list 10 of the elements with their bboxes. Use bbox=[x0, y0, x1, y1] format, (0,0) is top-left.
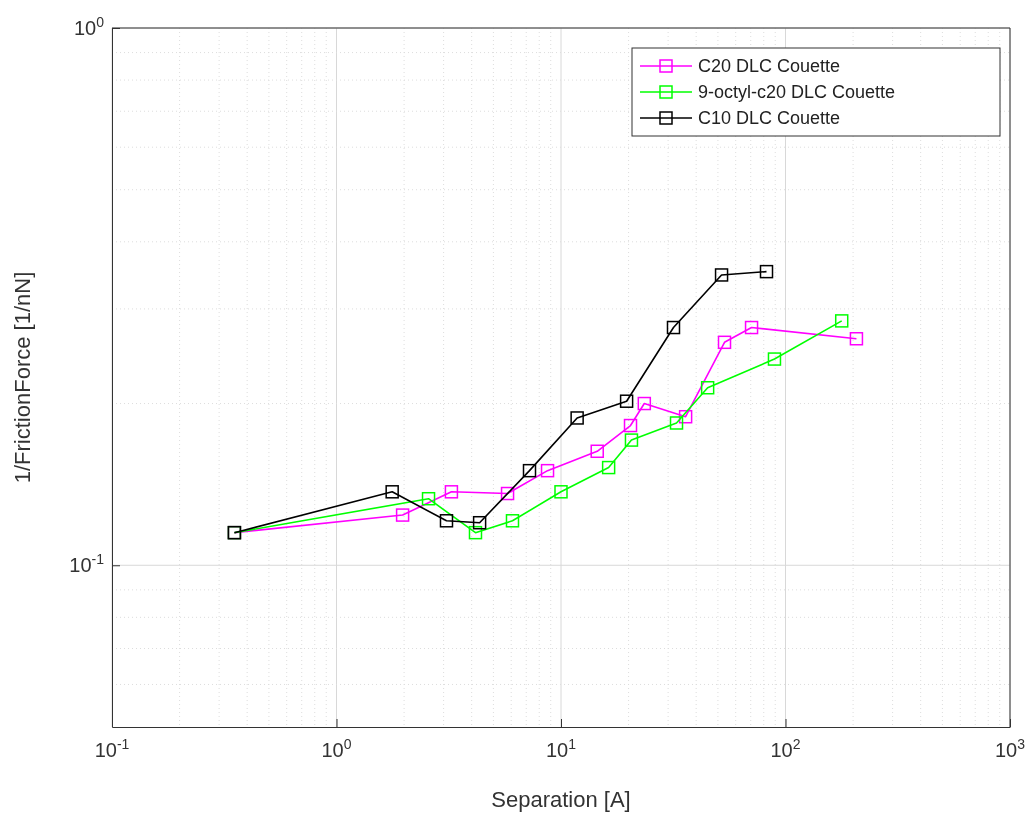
x-tick-label: 10$^{0}$ bbox=[321, 736, 352, 761]
x-tick-label: 10$^{2}$ bbox=[770, 736, 801, 761]
x-axis-title: Separation [A] bbox=[491, 787, 631, 812]
legend-label: 9-octyl-c20 DLC Couette bbox=[698, 82, 896, 102]
y-axis-title: 1/FrictionForce [1/nN] bbox=[10, 271, 35, 484]
legend-label: C20 DLC Couette bbox=[698, 56, 841, 76]
x-tick-label: 10$^{-1}$ bbox=[94, 736, 130, 761]
legend-label: C10 DLC Couette bbox=[698, 108, 841, 128]
x-tick-label: 10$^{1}$ bbox=[545, 736, 577, 761]
x-tick-label: 10$^{3}$ bbox=[994, 736, 1026, 761]
